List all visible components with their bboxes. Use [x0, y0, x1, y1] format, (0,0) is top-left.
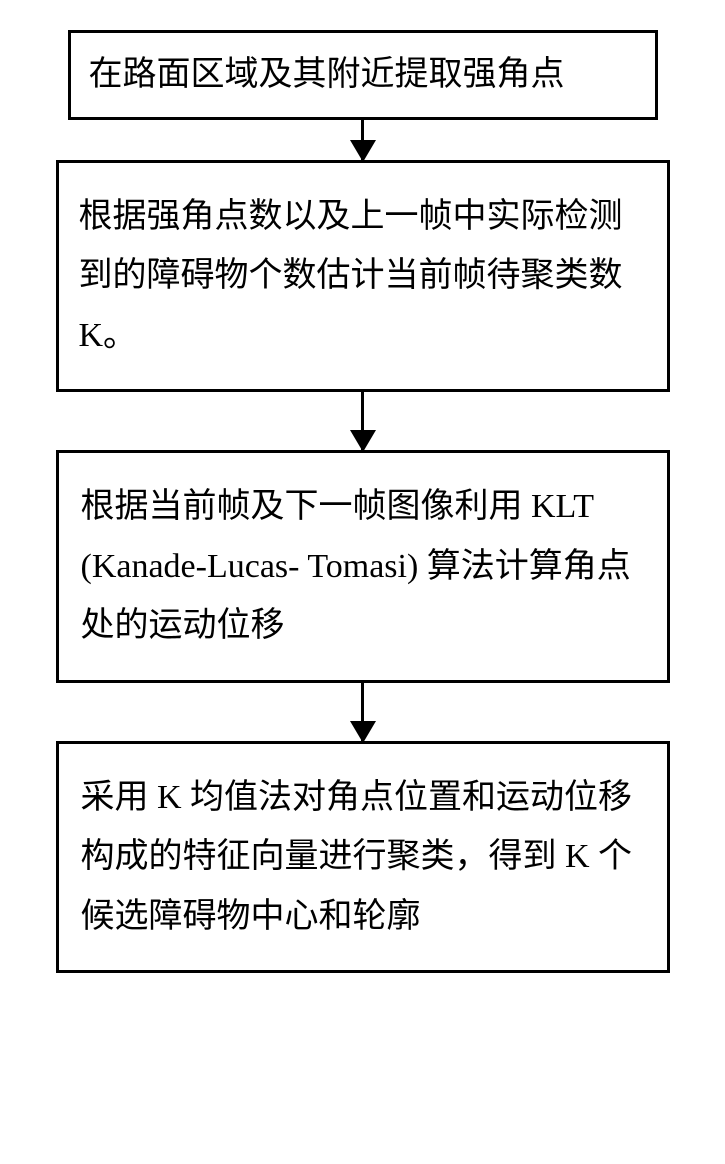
flowchart-container: 在路面区域及其附近提取强角点 根据强角点数以及上一帧中实际检测到的障碍物个数估计… [0, 30, 725, 973]
flowchart-node-2: 根据强角点数以及上一帧中实际检测到的障碍物个数估计当前帧待聚类数 K。 [56, 160, 670, 393]
node-text: 采用 K 均值法对角点位置和运动位移构成的特征向量进行聚类，得到 K 个候选障碍… [81, 779, 633, 935]
node-text: 根据当前帧及下一帧图像利用 KLT (Kanade-Lucas- Tomasi)… [81, 488, 631, 644]
flowchart-node-1: 在路面区域及其附近提取强角点 [68, 30, 658, 120]
flowchart-arrow-1 [361, 120, 364, 160]
node-text: 根据强角点数以及上一帧中实际检测到的障碍物个数估计当前帧待聚类数 K。 [79, 198, 623, 354]
flowchart-node-3: 根据当前帧及下一帧图像利用 KLT (Kanade-Lucas- Tomasi)… [56, 450, 670, 683]
node-text: 在路面区域及其附近提取强角点 [89, 56, 565, 93]
flowchart-arrow-3 [361, 683, 364, 741]
flowchart-arrow-2 [361, 392, 364, 450]
flowchart-node-4: 采用 K 均值法对角点位置和运动位移构成的特征向量进行聚类，得到 K 个候选障碍… [56, 741, 670, 974]
